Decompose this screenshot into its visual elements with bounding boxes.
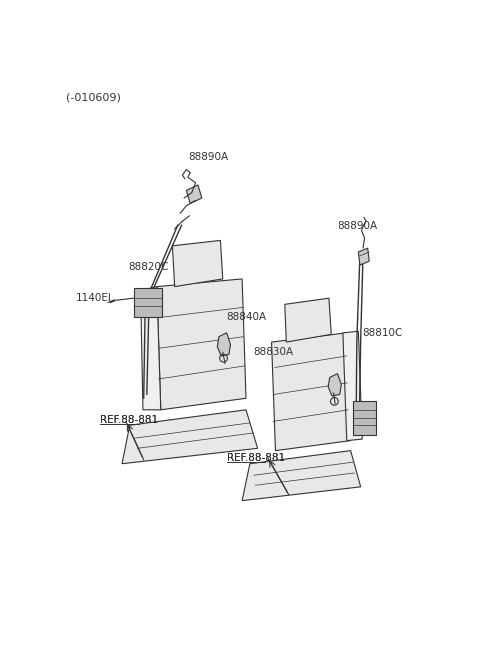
Text: REF.88-881: REF.88-881	[100, 415, 158, 425]
Polygon shape	[285, 298, 331, 342]
Text: REF.88-881: REF.88-881	[227, 453, 285, 463]
Polygon shape	[172, 240, 223, 287]
Polygon shape	[272, 333, 350, 451]
Text: 88840A: 88840A	[227, 312, 267, 322]
Text: 88820C: 88820C	[128, 262, 168, 272]
Text: 88890A: 88890A	[337, 221, 378, 231]
Polygon shape	[328, 374, 341, 396]
Polygon shape	[157, 279, 246, 410]
Text: (-010609): (-010609)	[66, 92, 121, 102]
Polygon shape	[122, 410, 258, 464]
Polygon shape	[242, 451, 360, 501]
Text: REF.88-881: REF.88-881	[100, 415, 158, 425]
Text: 88890A: 88890A	[188, 152, 228, 162]
Text: 1140EJ: 1140EJ	[75, 293, 111, 303]
Bar	[134, 288, 162, 318]
Text: REF.88-881: REF.88-881	[227, 453, 285, 463]
Bar	[353, 401, 376, 435]
Polygon shape	[359, 248, 369, 265]
Polygon shape	[141, 287, 161, 410]
Polygon shape	[343, 331, 362, 441]
Polygon shape	[217, 333, 230, 356]
Polygon shape	[186, 185, 202, 203]
Text: 88810C: 88810C	[362, 328, 403, 338]
Text: 88830A: 88830A	[254, 347, 294, 357]
